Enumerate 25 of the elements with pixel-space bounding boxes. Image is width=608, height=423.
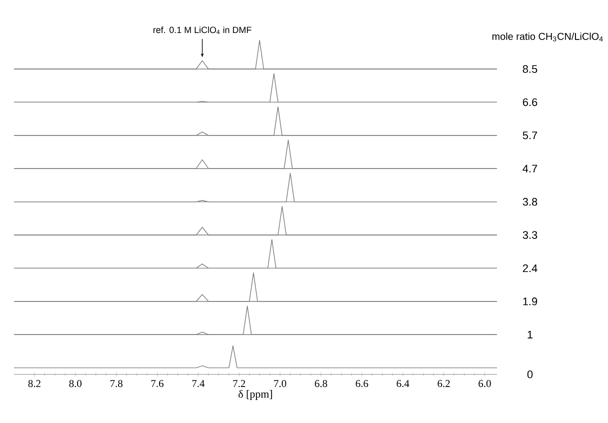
text: 2.4 [522, 264, 538, 272]
text: 5.7 [522, 132, 538, 140]
text: 8.5 [522, 65, 538, 73]
x-tick-label: 8.0 [69, 380, 82, 388]
text: 6.6 [522, 98, 538, 106]
text: 3.8 [522, 198, 538, 206]
text: 3.3 [522, 231, 538, 239]
text: 1.9 [523, 298, 538, 306]
text: 1 [528, 330, 533, 338]
x-tick-label: 7.6 [151, 380, 164, 388]
x-tick-label: 7.0 [274, 380, 286, 388]
text: 4.7 [522, 164, 538, 172]
x-axis-title: δ [ppm] [238, 390, 272, 400]
x-tick-label: 6.2 [438, 380, 450, 388]
x-tick-label: 7.2 [233, 380, 246, 388]
x-tick-label: 6.8 [314, 380, 328, 388]
legend-title: mole ratio CH$_{3}$CN/LiClO$_{4}$ [492, 32, 603, 42]
x-tick-label: 6.4 [396, 380, 410, 388]
x-tick-label: 7.4 [192, 380, 205, 388]
annotation: ref. 0.1 M LiClO$_{4}$ in DMF [153, 26, 252, 34]
x-tick-label: 6.0 [478, 380, 491, 388]
x-tick-label: 8.2 [28, 380, 40, 388]
x-tick-label: 7.8 [110, 380, 122, 388]
x-tick-label: 6.6 [356, 380, 368, 388]
text: 0 [527, 370, 533, 378]
